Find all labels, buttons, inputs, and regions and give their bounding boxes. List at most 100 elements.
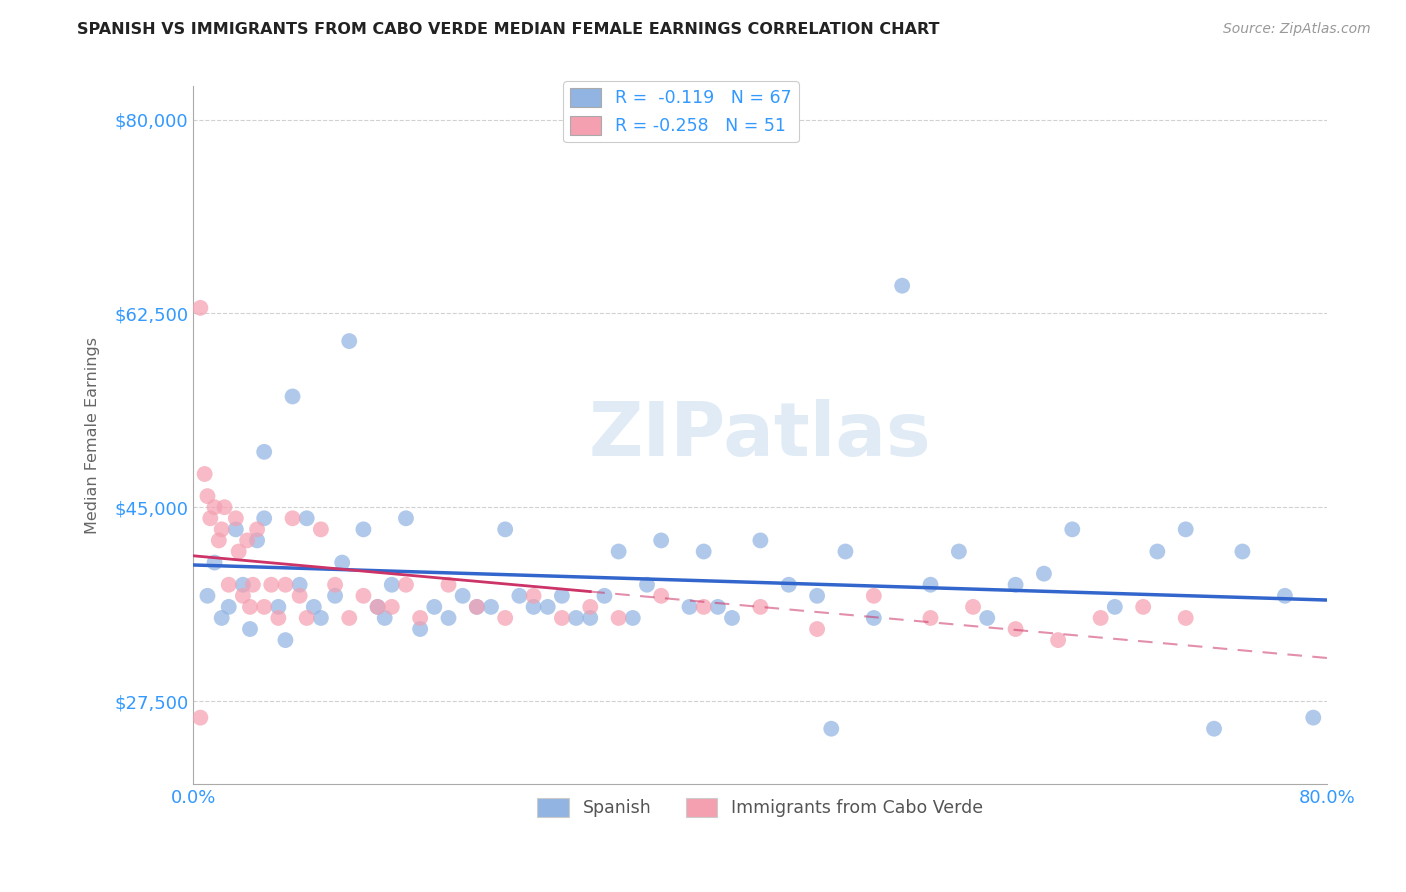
Point [295,511,318,525]
Text: ZIPatlas: ZIPatlas [589,399,932,472]
Point [834,544,856,558]
Point [288,578,311,592]
Y-axis label: Median Female Earnings: Median Female Earnings [86,336,100,533]
Point [211,611,233,625]
Point [692,599,714,614]
Point [288,589,311,603]
Point [302,599,325,614]
Point [1146,544,1168,558]
Point [920,578,942,592]
Point [962,599,984,614]
Point [194,467,217,481]
Point [465,599,488,614]
Point [437,611,460,625]
Point [749,533,772,548]
Point [330,556,353,570]
Point [565,611,588,625]
Point [579,611,602,625]
Point [494,522,516,536]
Point [1232,544,1254,558]
Point [409,622,432,636]
Point [267,599,290,614]
Point [650,589,672,603]
Point [862,589,884,603]
Point [281,389,304,403]
Point [948,544,970,558]
Point [579,599,602,614]
Point [820,722,842,736]
Point [323,578,346,592]
Point [253,445,276,459]
Point [1174,611,1197,625]
Point [197,489,219,503]
Point [707,599,730,614]
Point [260,578,283,592]
Point [323,589,346,603]
Point [607,611,630,625]
Point [337,611,360,625]
Point [1090,611,1112,625]
Point [253,511,276,525]
Point [200,511,222,525]
Point [381,578,404,592]
Point [1202,722,1225,736]
Point [281,511,304,525]
Point [806,589,828,603]
Point [232,578,254,592]
Point [367,599,389,614]
Point [228,544,250,558]
Point [295,611,318,625]
Point [190,711,212,725]
Point [218,578,240,592]
Point [211,522,233,536]
Point [395,578,418,592]
Legend: Spanish, Immigrants from Cabo Verde: Spanish, Immigrants from Cabo Verde [530,791,990,824]
Point [253,599,276,614]
Point [423,599,446,614]
Point [1302,711,1324,725]
Point [395,511,418,525]
Point [551,611,574,625]
Point [309,522,332,536]
Point [692,544,714,558]
Point [721,611,744,625]
Point [636,578,658,592]
Point [1004,622,1026,636]
Point [650,533,672,548]
Point [239,599,262,614]
Point [374,611,396,625]
Point [381,599,404,614]
Point [1104,599,1126,614]
Point [409,611,432,625]
Point [1132,599,1154,614]
Point [522,599,544,614]
Point [337,334,360,348]
Point [218,599,240,614]
Point [1032,566,1054,581]
Point [749,599,772,614]
Point [1062,522,1084,536]
Text: Source: ZipAtlas.com: Source: ZipAtlas.com [1223,22,1371,37]
Point [242,578,264,592]
Point [479,599,502,614]
Point [225,522,247,536]
Point [607,544,630,558]
Point [204,556,226,570]
Point [508,589,530,603]
Point [208,533,231,548]
Point [274,633,297,648]
Point [309,611,332,625]
Point [678,599,700,614]
Point [232,589,254,603]
Point [465,599,488,614]
Point [806,622,828,636]
Point [225,511,247,525]
Point [236,533,259,548]
Point [862,611,884,625]
Point [522,589,544,603]
Point [267,611,290,625]
Point [239,622,262,636]
Point [451,589,474,603]
Point [593,589,616,603]
Point [1274,589,1296,603]
